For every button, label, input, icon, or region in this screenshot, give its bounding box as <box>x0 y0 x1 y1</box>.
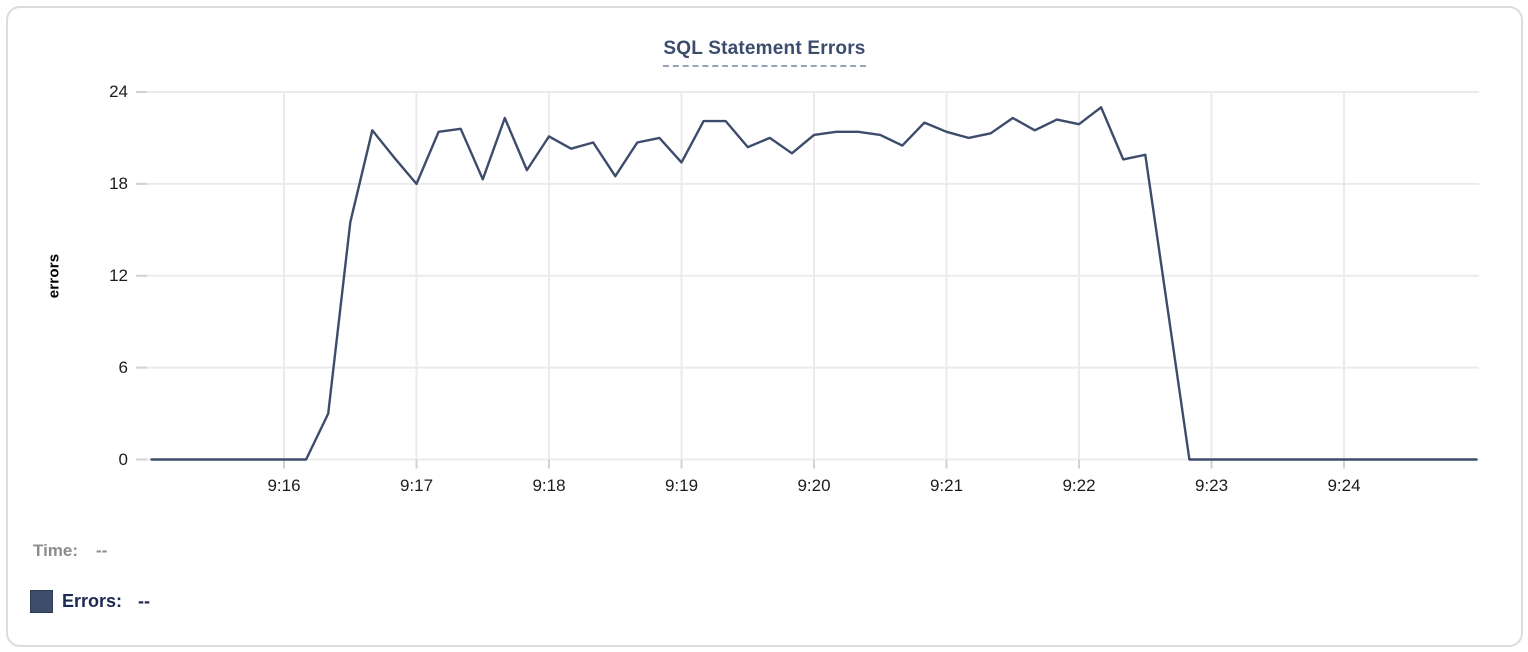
time-readout-label: Time: <box>33 541 79 560</box>
chart-title[interactable]: SQL Statement Errors <box>663 38 866 67</box>
errors-line-series <box>150 106 1478 461</box>
errors-readout-label: Errors: <box>62 591 123 611</box>
errors-series-swatch-icon <box>30 590 53 613</box>
hover-time-readout: Time: -- <box>33 541 107 561</box>
chart-header: SQL Statement Errors <box>8 38 1521 67</box>
time-readout-value: -- <box>96 541 108 560</box>
errors-legend-row: Errors: -- <box>30 590 150 613</box>
errors-readout-value: -- <box>138 591 151 611</box>
chart-card: SQL Statement Errors errors 0 6 12 18 24 9:16… <box>6 6 1523 647</box>
errors-line-chart-plot-area[interactable] <box>8 8 1528 652</box>
